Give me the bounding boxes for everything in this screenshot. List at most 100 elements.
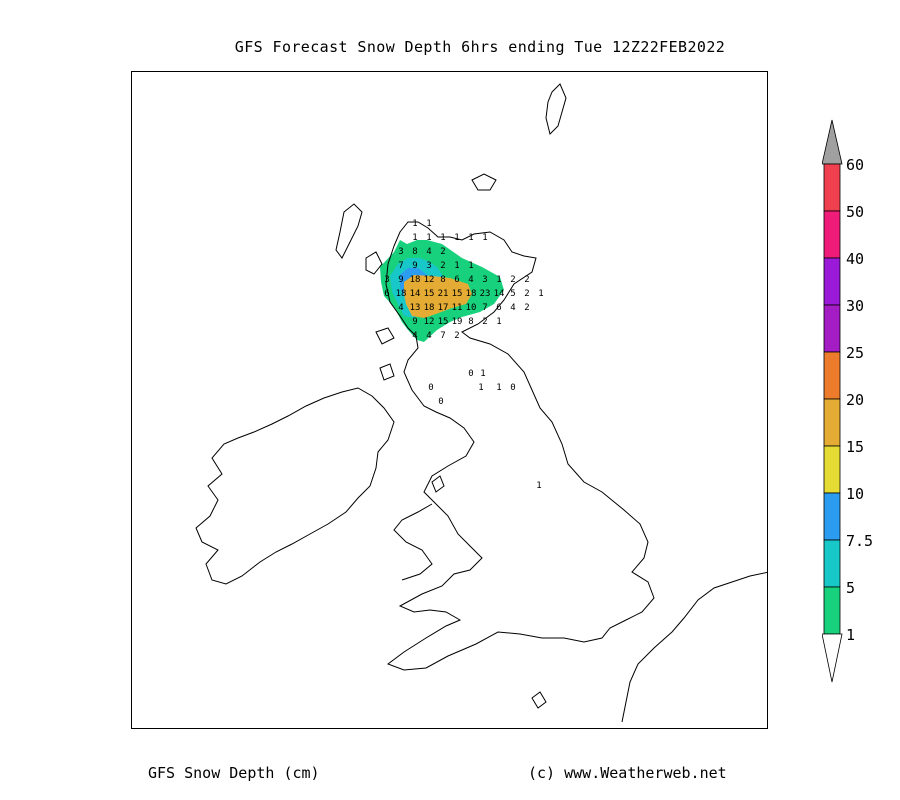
grid-label: 14 [494, 289, 505, 299]
grid-label: 4 [426, 247, 431, 257]
grid-label: 1 [468, 233, 473, 243]
grid-label: 3 [398, 247, 403, 257]
grid-label: 1 [478, 383, 483, 393]
grid-label: 12 [424, 317, 435, 327]
legend-label-20: 20 [846, 391, 865, 409]
legend-label-50: 50 [846, 203, 865, 221]
coastlines [195, 83, 767, 723]
grid-label: 3 [384, 275, 389, 285]
legend-label-60: 60 [846, 156, 865, 174]
grid-label: 2 [524, 303, 529, 313]
grid-label: 1 [440, 233, 445, 243]
grid-label: 1 [412, 219, 417, 229]
legend-band-50-60 [823, 163, 841, 212]
snow-grid-labels: 1 1 1 1 1 1 1 1 3 8 4 2 7 9 3 2 1 1 3 9 … [384, 219, 543, 491]
grid-label: 1 [538, 289, 543, 299]
grid-label: 5 [510, 289, 515, 299]
legend-band-15-20 [823, 398, 841, 447]
grid-label: 7 [398, 261, 403, 271]
grid-label: 2 [524, 289, 529, 299]
footer-credit: (c) www.Weatherweb.net [528, 764, 727, 782]
legend-band-top-arrow [822, 119, 843, 165]
coast-wales [393, 503, 433, 581]
grid-label: 19 [452, 317, 463, 327]
grid-label: 14 [410, 289, 421, 299]
grid-label: 1 [454, 261, 459, 271]
grid-label: 18 [410, 275, 421, 285]
grid-label: 1 [412, 233, 417, 243]
grid-label: 7 [482, 303, 487, 313]
coast-great-britain [385, 221, 655, 671]
grid-label: 1 [482, 233, 487, 243]
legend-band-25-30 [823, 304, 841, 353]
legend-band-30-40 [823, 257, 841, 306]
grid-label: 15 [424, 289, 435, 299]
coast-france [621, 571, 767, 723]
coast-channel-island [531, 691, 547, 709]
coast-ireland [195, 387, 395, 585]
grid-label: 18 [424, 303, 435, 313]
grid-label: 23 [480, 289, 491, 299]
coast-islay [379, 363, 395, 381]
legend-band-5-7-5 [823, 539, 841, 588]
grid-label: 12 [424, 275, 435, 285]
grid-label: 1 [468, 261, 473, 271]
legend-band-bottom-arrow [822, 633, 843, 683]
grid-label: 10 [466, 303, 477, 313]
grid-label: 18 [396, 289, 407, 299]
grid-label: 2 [482, 317, 487, 327]
grid-label: 8 [440, 275, 445, 285]
snow-shading [380, 240, 504, 342]
grid-label: 4 [426, 331, 431, 341]
grid-label: 1 [536, 481, 541, 491]
grid-label: 7 [440, 331, 445, 341]
grid-label: 4 [468, 275, 473, 285]
grid-label: 2 [440, 261, 445, 271]
grid-label: 0 [438, 397, 443, 407]
grid-label: 1 [426, 233, 431, 243]
grid-label: 18 [466, 289, 477, 299]
grid-label: 15 [452, 289, 463, 299]
legend-label-15: 15 [846, 438, 865, 456]
grid-label: 21 [438, 289, 449, 299]
legend-label-30: 30 [846, 297, 865, 315]
grid-label: 17 [438, 303, 449, 313]
legend-colorbar [822, 119, 843, 683]
grid-label: 9 [398, 275, 403, 285]
coast-skye [365, 251, 383, 275]
legend-band-10-15 [823, 445, 841, 494]
legend-label-40: 40 [846, 250, 865, 268]
grid-label: 2 [524, 275, 529, 285]
grid-label: 1 [454, 233, 459, 243]
grid-label: 2 [440, 247, 445, 257]
snow-area-15cm [404, 275, 472, 318]
legend-label-1: 1 [846, 626, 856, 644]
legend-label-25: 25 [846, 344, 865, 362]
grid-label: 6 [384, 289, 389, 299]
grid-label: 6 [496, 303, 501, 313]
grid-label: 9 [412, 317, 417, 327]
grid-label: 3 [426, 261, 431, 271]
grid-label: 3 [482, 275, 487, 285]
grid-label: 13 [410, 303, 421, 313]
grid-label: 4 [412, 331, 417, 341]
legend-label-7-5: 7.5 [846, 532, 874, 550]
grid-label: 1 [496, 275, 501, 285]
grid-label: 0 [510, 383, 515, 393]
legend-band-7-5-10 [823, 492, 841, 541]
coast-shetland [545, 83, 567, 135]
grid-label: 0 [428, 383, 433, 393]
color-legend: 60 50 40 30 25 20 15 10 7.5 5 1 [822, 118, 900, 688]
legend-label-5: 5 [846, 579, 856, 597]
coast-isle-man [431, 475, 445, 493]
grid-label: 1 [426, 219, 431, 229]
grid-label: 4 [510, 303, 515, 313]
grid-label: 4 [398, 303, 403, 313]
grid-label: 6 [454, 275, 459, 285]
coast-mull [375, 327, 395, 345]
legend-label-10: 10 [846, 485, 865, 503]
grid-label: 1 [496, 317, 501, 327]
grid-label: 9 [412, 261, 417, 271]
grid-label: 8 [468, 317, 473, 327]
grid-label: 8 [412, 247, 417, 257]
